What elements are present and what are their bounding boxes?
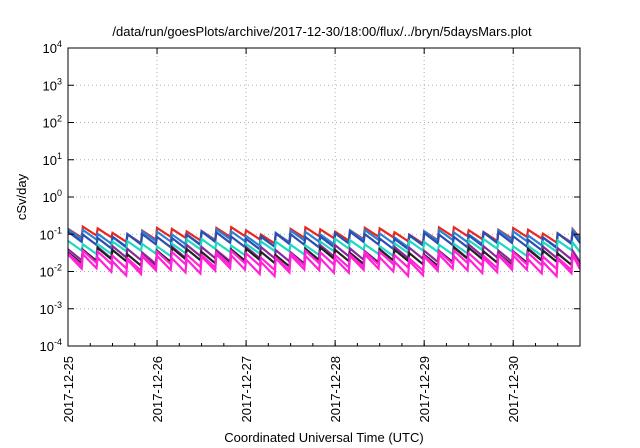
y-tick-label: 104	[43, 39, 62, 56]
x-tick-label: 2017-12-25	[61, 356, 76, 423]
x-tick-label: 2017-12-29	[417, 356, 432, 423]
y-tick-label: 10-2	[40, 263, 62, 280]
x-tick-label: 2017-12-30	[506, 356, 521, 423]
x-axis-label: Coordinated Universal Time (UTC)	[224, 430, 423, 445]
x-tick-label: 2017-12-26	[150, 356, 165, 423]
series-group	[67, 224, 581, 279]
y-tick-label: 10-1	[40, 225, 62, 242]
grid	[68, 48, 580, 346]
series-line	[67, 250, 581, 279]
y-tick-label: 10-3	[40, 300, 62, 317]
x-tick-label: 2017-12-27	[239, 356, 254, 423]
y-tick-label: 103	[43, 76, 62, 93]
y-tick-label: 10-4	[40, 337, 62, 354]
y-tick-label: 102	[43, 114, 62, 131]
y-axis-label: cSv/day	[14, 173, 29, 220]
plot-frame	[67, 47, 581, 347]
y-tick-label: 100	[43, 188, 62, 205]
x-tick-label: 2017-12-28	[328, 356, 343, 423]
chart-title: /data/run/goesPlots/archive/2017-12-30/1…	[112, 24, 532, 39]
y-tick-label: 101	[43, 151, 62, 168]
ticks: 10-4 10-3 10-2 10-1 100 101 102 103 104 2017-12-2…	[40, 39, 581, 423]
series-line	[67, 229, 581, 253]
